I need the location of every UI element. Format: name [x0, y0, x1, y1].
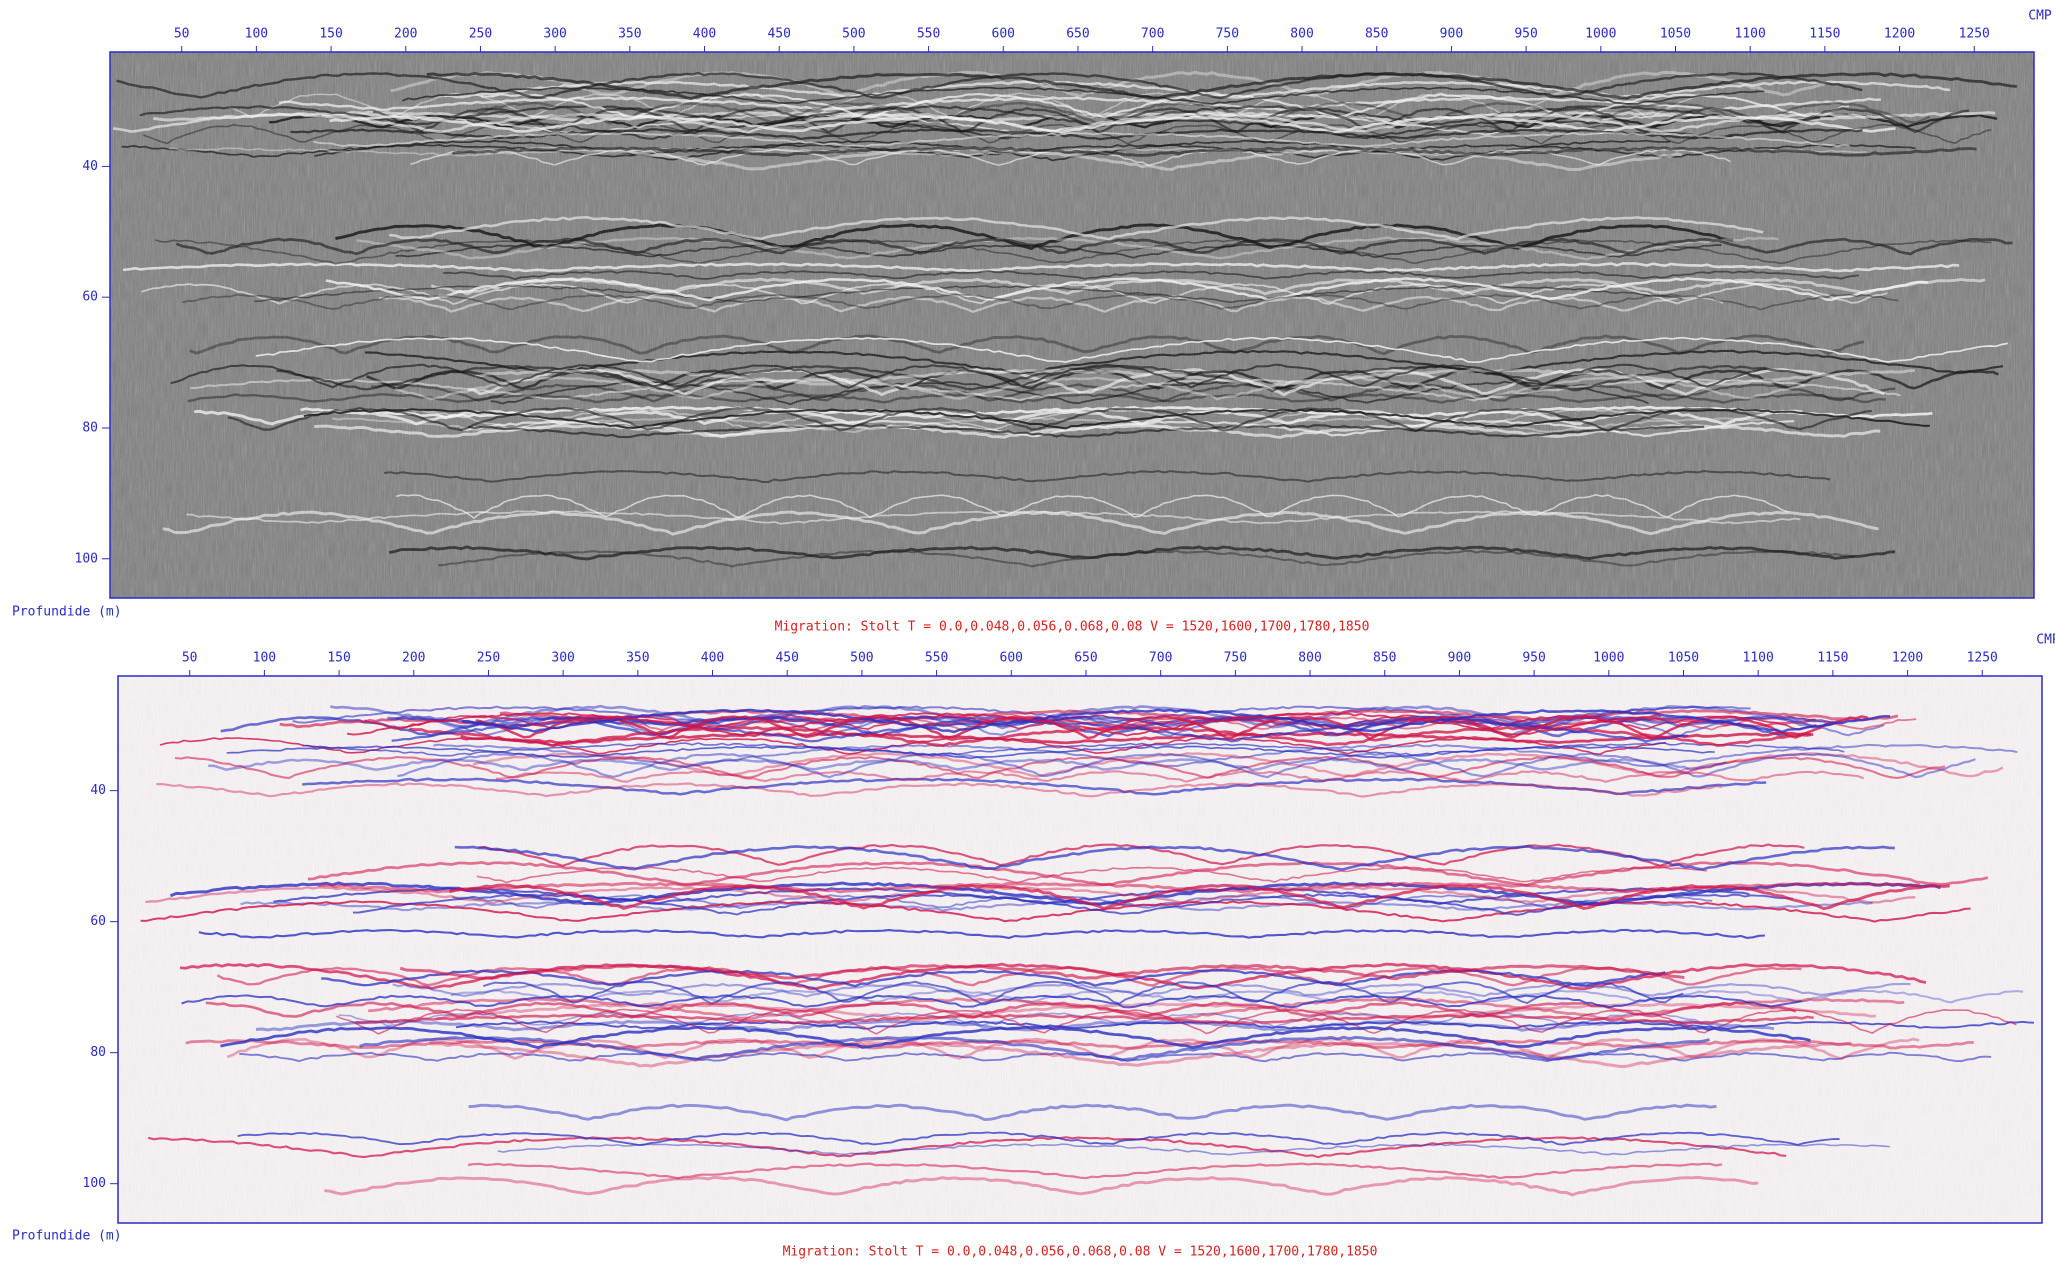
x-tick-label: 950	[1514, 27, 1537, 42]
x-tick-label: 200	[402, 651, 425, 666]
x-tick-label: 900	[1440, 27, 1463, 42]
y-tick-label: 100	[83, 1176, 106, 1191]
x-tick-label: 500	[850, 651, 873, 666]
x-tick-label: 50	[174, 27, 190, 42]
x-tick-label: 600	[1000, 651, 1023, 666]
x-tick-label: 50	[182, 651, 198, 666]
x-tick-label: 300	[551, 651, 574, 666]
x-tick-label: 1100	[1743, 651, 1774, 666]
x-tick-label: 650	[1066, 27, 1089, 42]
seismic-image	[118, 676, 2042, 1223]
x-tick-label: 1050	[1668, 651, 1699, 666]
y-axis-label: Profundide (m)	[12, 605, 122, 620]
x-tick-label: 1200	[1892, 651, 1923, 666]
x-tick-label: 850	[1373, 651, 1396, 666]
x-tick-label: 350	[626, 651, 649, 666]
x-tick-label: 1000	[1585, 27, 1616, 42]
y-tick-label: 40	[90, 783, 106, 798]
x-tick-label: 100	[253, 651, 276, 666]
y-tick-label: 40	[82, 159, 98, 174]
x-tick-label: 150	[319, 27, 342, 42]
y-tick-label: 100	[75, 551, 98, 566]
x-tick-label: 1150	[1809, 27, 1840, 42]
chart-title: Migration: Stolt T = 0.0,0.048,0.056,0.0…	[775, 620, 1370, 635]
x-tick-label: 750	[1216, 27, 1239, 42]
y-tick-label: 60	[82, 290, 98, 305]
x-tick-label: 1150	[1817, 651, 1848, 666]
x-tick-label: 950	[1522, 651, 1545, 666]
x-tick-label: 1000	[1593, 651, 1624, 666]
x-tick-label: 100	[245, 27, 268, 42]
y-tick-label: 80	[82, 420, 98, 435]
x-tick-label: 900	[1448, 651, 1471, 666]
x-tick-label: 700	[1149, 651, 1172, 666]
x-tick-label: 1100	[1735, 27, 1766, 42]
x-tick-label: 650	[1074, 651, 1097, 666]
chart-title: Migration: Stolt T = 0.0,0.048,0.056,0.0…	[783, 1245, 1378, 1260]
x-axis-label: CMP	[2028, 9, 2052, 24]
x-tick-label: 250	[469, 27, 492, 42]
x-tick-label: 250	[477, 651, 500, 666]
x-tick-label: 500	[842, 27, 865, 42]
x-tick-label: 600	[992, 27, 1015, 42]
x-tick-label: 800	[1298, 651, 1321, 666]
x-tick-label: 400	[701, 651, 724, 666]
x-tick-label: 700	[1141, 27, 1164, 42]
x-tick-label: 1200	[1884, 27, 1915, 42]
x-tick-label: 550	[925, 651, 948, 666]
x-tick-label: 200	[394, 27, 417, 42]
y-tick-label: 80	[90, 1045, 106, 1060]
x-tick-label: 400	[693, 27, 716, 42]
x-tick-label: 750	[1224, 651, 1247, 666]
x-axis-label: CMP	[2036, 633, 2055, 648]
screenshot: 50 100 150 200 250 300 350 400 450 500 550 600 650 70…	[0, 0, 2055, 1264]
x-tick-label: 450	[775, 651, 798, 666]
x-tick-label: 850	[1365, 27, 1388, 42]
x-tick-label: 450	[767, 27, 790, 42]
x-tick-label: 150	[327, 651, 350, 666]
y-axis-label: Profundide (m)	[12, 1229, 122, 1244]
x-tick-label: 350	[618, 27, 641, 42]
x-tick-label: 800	[1290, 27, 1313, 42]
x-tick-label: 1250	[1959, 27, 1990, 42]
x-tick-label: 1050	[1660, 27, 1691, 42]
x-tick-label: 1250	[1967, 651, 1998, 666]
y-tick-label: 60	[90, 914, 106, 929]
seismic-image	[110, 52, 2034, 598]
x-tick-label: 550	[917, 27, 940, 42]
x-tick-label: 300	[543, 27, 566, 42]
